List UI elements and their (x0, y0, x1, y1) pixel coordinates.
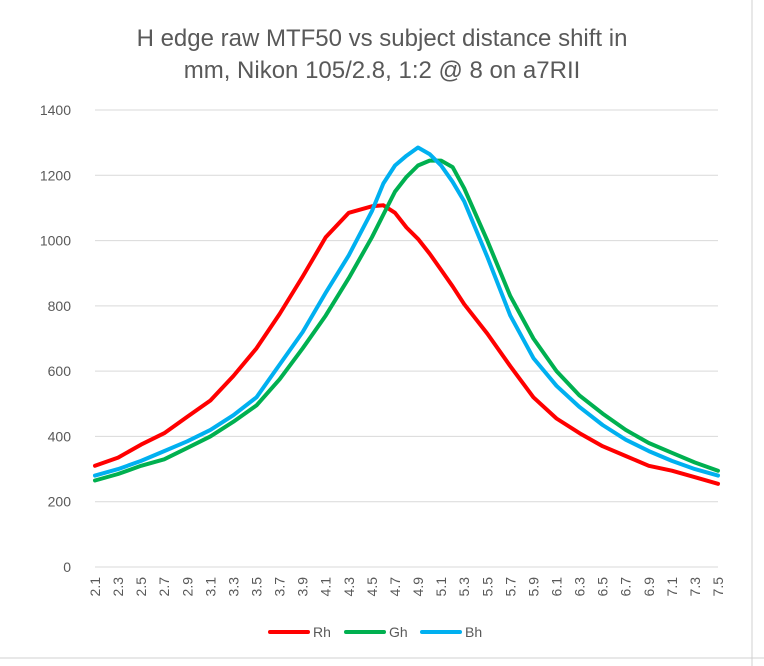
legend-label: Bh (465, 624, 482, 640)
x-tick-label: 6.3 (572, 577, 588, 597)
legend[interactable]: Rh Gh Bh (268, 624, 482, 640)
x-tick-label: 5.7 (502, 577, 518, 597)
x-tick-label: 5.9 (525, 577, 541, 597)
y-axis-tick-labels: 0 200 400 600 800 1000 1200 1400 (40, 102, 71, 575)
x-tick-label: 4.3 (341, 577, 357, 597)
x-tick-label: 2.7 (156, 577, 172, 597)
x-tick-label: 3.3 (225, 577, 241, 597)
x-tick-label: 6.9 (641, 577, 657, 597)
x-tick-label: 3.7 (272, 577, 288, 597)
series-line-bh (93, 145, 720, 478)
legend-item-rh[interactable]: Rh (268, 624, 331, 640)
x-tick-label: 6.5 (595, 577, 611, 597)
x-tick-label: 3.1 (202, 577, 218, 597)
series-line-gh (93, 158, 720, 483)
x-tick-label: 5.3 (456, 577, 472, 597)
legend-item-gh[interactable]: Gh (344, 624, 408, 640)
legend-item-bh[interactable]: Bh (420, 624, 482, 640)
x-tick-label: 7.3 (687, 577, 703, 597)
chart-title-line-2: mm, Nikon 105/2.8, 1:2 @ 8 on a7RII (184, 57, 581, 84)
y-tick-label: 1400 (40, 102, 71, 118)
x-tick-label: 2.3 (110, 577, 126, 597)
x-tick-label: 2.1 (87, 577, 103, 597)
x-tick-label: 6.7 (618, 577, 634, 597)
y-tick-label: 0 (63, 559, 71, 575)
series-line-rh (93, 203, 720, 486)
x-tick-label: 6.1 (548, 577, 564, 597)
x-tick-label: 4.1 (318, 577, 334, 597)
x-tick-label: 4.5 (364, 577, 380, 597)
y-tick-label: 600 (48, 363, 72, 379)
legend-label: Gh (389, 624, 408, 640)
x-tick-label: 3.9 (295, 577, 311, 597)
x-tick-label: 3.5 (249, 577, 265, 597)
x-tick-label: 2.9 (179, 577, 195, 597)
y-tick-label: 800 (48, 298, 72, 314)
x-axis-tick-labels: 2.1 2.3 2.5 2.7 2.9 3.1 3.3 3.5 3.7 3.9 4.1 4.3 4.5 4… (87, 577, 726, 597)
x-tick-label: 7.1 (664, 577, 680, 597)
y-tick-label: 1200 (40, 167, 71, 183)
x-tick-label: 4.7 (387, 577, 403, 597)
y-tick-label: 400 (48, 428, 72, 444)
y-tick-label: 200 (48, 494, 72, 510)
x-tick-label: 5.1 (433, 577, 449, 597)
y-tick-label: 1000 (40, 233, 71, 249)
x-tick-label: 2.5 (133, 577, 149, 597)
data-series (93, 145, 720, 486)
x-tick-label: 7.5 (710, 577, 726, 597)
x-tick-label: 5.5 (479, 577, 495, 597)
x-tick-label: 4.9 (410, 577, 426, 597)
legend-label: Rh (313, 624, 331, 640)
chart-title-line-1: H edge raw MTF50 vs subject distance shi… (137, 25, 628, 52)
